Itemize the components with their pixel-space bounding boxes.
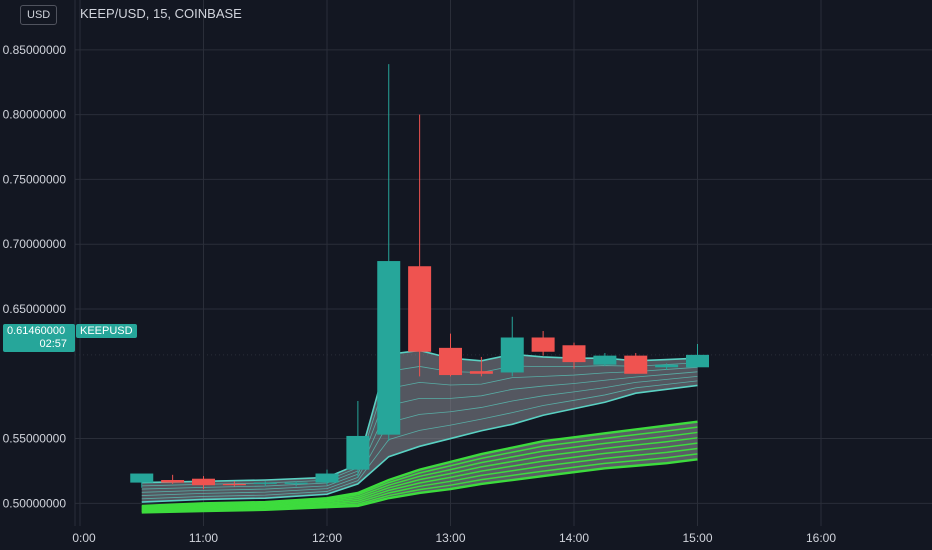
y-tick-label: 0.70000000 bbox=[3, 237, 67, 251]
symbol-tag: KEEPUSD bbox=[76, 324, 137, 338]
short-ema-line bbox=[141, 371, 698, 493]
current-price-value: 0.61460000 bbox=[7, 325, 66, 337]
long-ema-line bbox=[141, 442, 698, 511]
candles-group bbox=[130, 64, 709, 490]
candle-body bbox=[655, 364, 679, 368]
candle-body bbox=[253, 482, 277, 484]
x-tick-label: 0:00 bbox=[72, 531, 96, 545]
candle-body bbox=[192, 478, 215, 486]
candle-body bbox=[284, 482, 308, 484]
x-tick-label: 11:00 bbox=[189, 531, 218, 545]
candle-body bbox=[624, 355, 648, 374]
long-ema-line bbox=[141, 458, 698, 514]
ribbon-group bbox=[141, 349, 698, 514]
candle-body bbox=[222, 483, 246, 486]
x-axis: 0:00 11:00 12:00 13:00 14:00 15:00 16:00 bbox=[72, 531, 836, 545]
candle-body bbox=[593, 355, 617, 365]
y-axis: 0.50000000 0.55000000 0.65000000 0.70000000… bbox=[3, 43, 67, 510]
x-tick-label: 14:00 bbox=[559, 531, 589, 545]
y-tick-label: 0.80000000 bbox=[3, 108, 67, 122]
currency-badge[interactable]: USD bbox=[20, 5, 58, 25]
y-tick-label: 0.75000000 bbox=[3, 172, 67, 186]
short-ribbon-fill bbox=[141, 350, 698, 503]
symbol-title: KEEP/USD, 15, COINBASE bbox=[80, 6, 242, 21]
x-tick-label: 13:00 bbox=[435, 531, 465, 545]
short-ema-line bbox=[141, 384, 698, 503]
candle-body bbox=[408, 266, 432, 352]
x-tick-label: 15:00 bbox=[682, 531, 712, 545]
y-tick-label: 0.50000000 bbox=[3, 496, 67, 510]
candle-body bbox=[161, 480, 185, 483]
x-tick-label: 12:00 bbox=[312, 531, 342, 545]
candle-body bbox=[686, 354, 709, 368]
long-ema-line bbox=[141, 437, 698, 510]
candle-body bbox=[469, 371, 493, 374]
long-ema-line bbox=[141, 447, 698, 512]
candle-body bbox=[377, 261, 401, 435]
candle-body bbox=[130, 473, 154, 483]
short-ema-line bbox=[141, 349, 698, 484]
y-tick-label: 0.85000000 bbox=[3, 43, 67, 57]
current-price-label: 0.61460000 02:57 bbox=[3, 324, 75, 352]
candle-body bbox=[562, 345, 586, 363]
bar-countdown: 02:57 bbox=[39, 338, 67, 350]
long-ema-line bbox=[141, 431, 698, 509]
short-ema-line bbox=[141, 380, 698, 500]
candle-body bbox=[531, 337, 555, 352]
long-ema-line bbox=[141, 420, 698, 508]
long-ema-line bbox=[141, 453, 698, 513]
candle-body bbox=[346, 435, 370, 470]
x-tick-label: 16:00 bbox=[806, 531, 836, 545]
y-tick-label: 0.55000000 bbox=[3, 432, 67, 446]
candle-body bbox=[315, 473, 339, 483]
candle-body bbox=[500, 337, 524, 373]
grid-lines bbox=[74, 0, 932, 526]
long-ema-line bbox=[141, 426, 698, 508]
candle-body bbox=[439, 347, 462, 376]
y-tick-label: 0.65000000 bbox=[3, 302, 67, 316]
short-ema-line bbox=[141, 375, 698, 496]
